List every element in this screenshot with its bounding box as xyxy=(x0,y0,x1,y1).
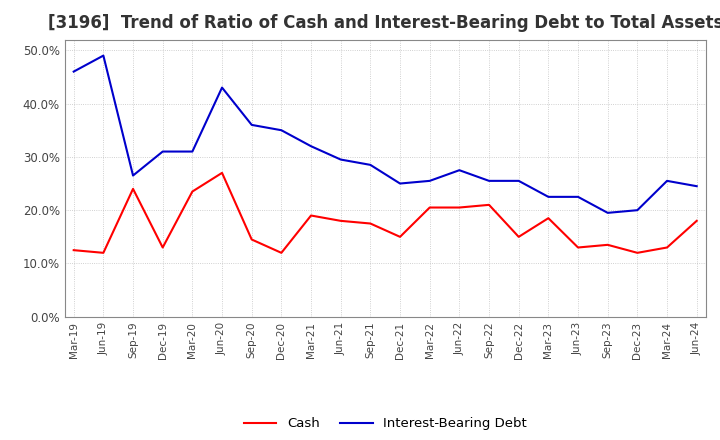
Interest-Bearing Debt xyxy=(248,122,256,128)
Interest-Bearing Debt xyxy=(307,143,315,149)
Cash xyxy=(307,213,315,218)
Cash xyxy=(603,242,612,247)
Interest-Bearing Debt xyxy=(485,178,493,183)
Cash xyxy=(633,250,642,256)
Interest-Bearing Debt xyxy=(396,181,405,186)
Cash xyxy=(158,245,167,250)
Legend: Cash, Interest-Bearing Debt: Cash, Interest-Bearing Debt xyxy=(238,412,532,436)
Interest-Bearing Debt xyxy=(603,210,612,216)
Cash xyxy=(277,250,286,256)
Cash xyxy=(693,218,701,224)
Interest-Bearing Debt xyxy=(366,162,374,168)
Interest-Bearing Debt xyxy=(129,173,138,178)
Line: Interest-Bearing Debt: Interest-Bearing Debt xyxy=(73,55,697,213)
Interest-Bearing Debt xyxy=(158,149,167,154)
Cash xyxy=(336,218,345,224)
Interest-Bearing Debt xyxy=(544,194,553,199)
Interest-Bearing Debt xyxy=(514,178,523,183)
Cash xyxy=(514,234,523,239)
Interest-Bearing Debt xyxy=(633,208,642,213)
Title: [3196]  Trend of Ratio of Cash and Interest-Bearing Debt to Total Assets: [3196] Trend of Ratio of Cash and Intere… xyxy=(48,15,720,33)
Interest-Bearing Debt xyxy=(574,194,582,199)
Cash xyxy=(662,245,671,250)
Cash xyxy=(188,189,197,194)
Cash xyxy=(485,202,493,208)
Cash xyxy=(99,250,108,256)
Cash xyxy=(217,170,226,176)
Cash xyxy=(248,237,256,242)
Cash xyxy=(426,205,434,210)
Interest-Bearing Debt xyxy=(217,85,226,90)
Cash xyxy=(129,186,138,191)
Interest-Bearing Debt xyxy=(99,53,108,58)
Interest-Bearing Debt xyxy=(188,149,197,154)
Cash xyxy=(396,234,405,239)
Interest-Bearing Debt xyxy=(662,178,671,183)
Interest-Bearing Debt xyxy=(277,128,286,133)
Cash xyxy=(574,245,582,250)
Interest-Bearing Debt xyxy=(69,69,78,74)
Interest-Bearing Debt xyxy=(455,168,464,173)
Interest-Bearing Debt xyxy=(426,178,434,183)
Cash xyxy=(455,205,464,210)
Cash xyxy=(69,248,78,253)
Line: Cash: Cash xyxy=(73,173,697,253)
Cash xyxy=(544,216,553,221)
Cash xyxy=(366,221,374,226)
Interest-Bearing Debt xyxy=(336,157,345,162)
Interest-Bearing Debt xyxy=(693,183,701,189)
